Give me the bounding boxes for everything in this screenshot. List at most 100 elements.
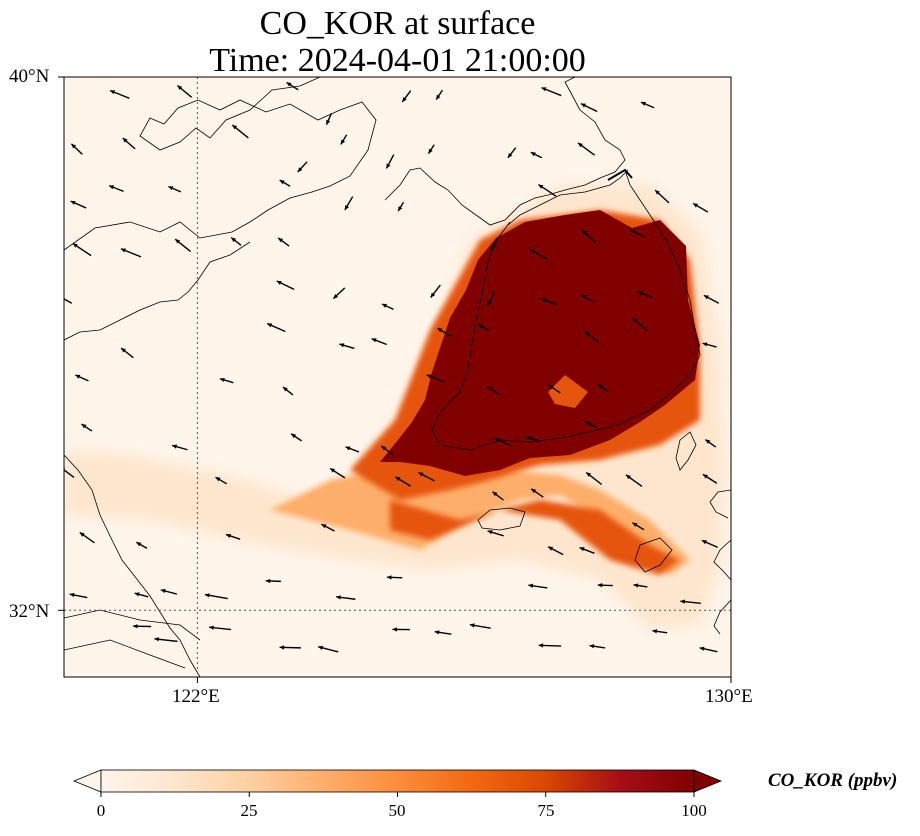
wind-arrow — [171, 444, 188, 451]
wind-arrow — [577, 142, 596, 156]
wind-arrow — [579, 546, 595, 554]
wind-arrow — [434, 630, 452, 635]
wind-arrow — [286, 81, 299, 91]
wind-arrow — [380, 445, 395, 456]
coastline-liaodong-north-korea — [384, 77, 626, 226]
wind-arrow — [225, 533, 241, 540]
wind-arrow — [702, 473, 718, 484]
wind-arrow — [392, 627, 410, 632]
wind-arrow — [122, 137, 136, 150]
wind-arrow — [134, 592, 149, 598]
coastline-east-china — [64, 454, 201, 677]
wind-arrow — [132, 624, 152, 629]
wind-arrow — [692, 202, 709, 213]
wind-arrow — [427, 144, 435, 154]
coastline-korea-border — [507, 169, 629, 226]
coastline-yangtze-north — [64, 609, 201, 641]
wind-arrow — [317, 645, 339, 653]
wind-arrow — [371, 338, 387, 346]
gridlines — [64, 77, 731, 677]
wind-arrow — [70, 143, 83, 155]
plume-inner-lighter-patch — [548, 375, 588, 408]
lon-tick-label-122: 122°E — [172, 686, 220, 707]
wind-arrow — [108, 185, 124, 193]
wind-arrow — [336, 595, 356, 600]
wind-arrow — [548, 384, 561, 394]
wind-arrow — [629, 229, 645, 238]
wind-arrow — [541, 86, 562, 97]
wind-arrow — [174, 238, 192, 253]
wind-arrow — [120, 347, 134, 359]
lat-tick-label-32: 32°N — [9, 601, 50, 622]
wind-arrow — [290, 433, 302, 442]
plume-core — [380, 210, 700, 476]
wind-arrow — [75, 374, 89, 382]
wind-arrow — [395, 476, 411, 487]
wind-arrow — [386, 575, 403, 580]
wind-arrow — [680, 599, 701, 605]
goto-islands — [634, 537, 673, 573]
map-frame — [63, 76, 732, 678]
wind-arrow — [339, 343, 355, 350]
wind-arrow — [418, 471, 435, 482]
wind-arrow — [703, 294, 720, 304]
wind-arrow — [597, 583, 613, 588]
wind-arrow — [401, 90, 412, 103]
wind-arrow — [547, 546, 564, 556]
wind-arrow — [654, 189, 670, 204]
wind-arrow — [397, 201, 405, 212]
wind-arrow — [583, 330, 600, 344]
colorbar-gradient — [100, 769, 695, 793]
yalu-river-mouth — [607, 168, 633, 181]
colorbar-label: CO_KOR (ppbv) — [768, 770, 898, 791]
wind-arrow — [469, 623, 491, 629]
wind-arrow — [279, 645, 301, 650]
wind-arrow — [538, 183, 557, 197]
wind-arrow — [329, 467, 346, 479]
wind-arrow — [490, 237, 499, 251]
wind-arrow — [215, 476, 228, 485]
wind-arrow — [385, 154, 395, 169]
wind-arrow — [154, 637, 178, 643]
tsushima-island — [675, 431, 697, 471]
wind-arrow — [204, 593, 228, 600]
wind-arrow — [168, 185, 182, 193]
map-title: CO_KOR at surface — [259, 5, 536, 42]
wind-arrow — [487, 291, 495, 306]
lon-tick-label-130: 130°E — [705, 686, 753, 707]
wind-arrow — [276, 280, 295, 291]
wind-arrow — [209, 625, 232, 631]
wind-arrow — [120, 248, 142, 258]
colorbar-ticks — [100, 792, 695, 797]
wind-arrow — [219, 377, 234, 384]
wind-arrow — [340, 134, 348, 145]
colorbar-tick-label-50: 50 — [388, 801, 406, 820]
wind-arrow — [704, 438, 717, 448]
wind-arrow — [632, 522, 645, 531]
colorbar-tick-label-0: 0 — [96, 801, 106, 820]
wind-arrow — [529, 248, 548, 260]
wind-arrow — [430, 284, 441, 298]
wind-arrow — [597, 383, 609, 393]
colorbar-tick-label-75: 75 — [537, 801, 555, 820]
wind-arrow — [266, 322, 286, 333]
wind-arrow — [493, 437, 511, 446]
wind-arrow — [231, 124, 249, 139]
wind-arrow — [321, 523, 335, 532]
wind-arrow — [426, 374, 445, 383]
wind-arrow — [652, 629, 668, 634]
wind-arrow — [79, 531, 95, 544]
wind-arrow — [64, 298, 73, 304]
wind-arrow — [528, 583, 548, 589]
wind-arrow — [381, 303, 394, 311]
wind-arrow — [325, 112, 333, 126]
wind-arrow — [176, 84, 193, 98]
wind-arrow — [581, 229, 596, 243]
wind-arrow — [345, 446, 360, 453]
wind-arrow — [699, 646, 718, 653]
wind-arrow — [282, 386, 294, 396]
wind-vectors — [64, 81, 720, 653]
wind-arrow — [160, 588, 178, 595]
wind-arrow — [625, 474, 643, 488]
